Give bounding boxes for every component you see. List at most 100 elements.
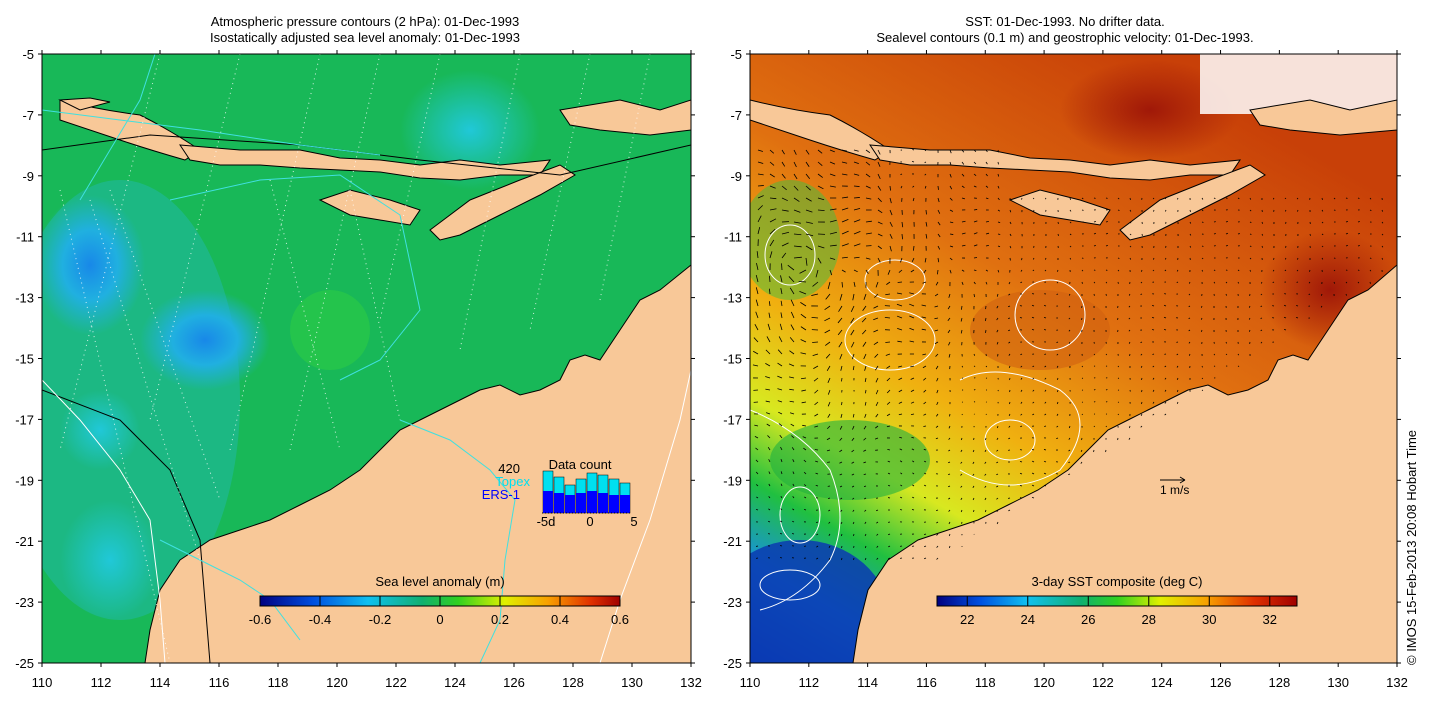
velocity-arrow [973,509,975,513]
velocity-arrow [853,256,860,259]
sla-low-central [140,290,270,390]
velocity-arrow [1284,197,1287,200]
velocity-arrow [1177,197,1179,200]
velocity-arrow [1272,197,1275,200]
velocity-arrow [1044,365,1047,368]
velocity-arrow [1164,377,1167,380]
velocity-arrow [1357,245,1360,247]
lon-tick-label: 118 [268,675,289,690]
velocity-arrow [1296,317,1299,319]
velocity-arrow [1081,269,1084,272]
velocity-arrow [814,413,819,417]
velocity-arrow [777,349,783,355]
velocity-arrow [850,305,855,312]
velocity-arrow [1369,269,1372,272]
velocity-arrow [853,219,861,223]
velocity-arrow [973,281,976,285]
velocity-arrow [1032,377,1035,380]
velocity-arrow [1296,305,1299,307]
velocity-arrow [781,161,786,167]
velocity-arrow [789,350,795,355]
velocity-arrow [805,197,812,202]
velocity-arrow [925,233,928,239]
velocity-arrow [793,221,802,224]
velocity-arrow [817,257,822,264]
velocity-arrow [1068,317,1071,320]
velocity-arrow [996,329,999,333]
velocity-arrow [896,315,903,319]
velocity-arrow [766,423,771,427]
velocity-arrow [912,197,915,202]
velocity-arrow [912,472,915,475]
velocity-arrow [1164,413,1167,416]
velocity-arrow [864,545,867,549]
velocity-arrow [936,533,939,536]
lat-tick-label: -15 [723,352,742,367]
velocity-arrow [841,196,849,199]
velocity-arrow [1141,401,1143,405]
velocity-arrow [1164,365,1167,368]
velocity-arrow [924,173,927,176]
velocity-arrow [898,389,903,393]
velocity-arrow [875,281,879,288]
velocity-arrow [839,485,843,488]
velocity-arrow [1009,209,1012,213]
velocity-arrow [780,300,783,307]
lon-tick-label: 130 [621,675,643,690]
velocity-arrow [996,437,999,440]
velocity-arrow [802,424,807,427]
timor-island [429,164,576,241]
velocity-arrow [769,208,777,211]
velocity-arrow [937,197,940,203]
velocity-arrow [937,245,941,250]
velocity-arrow [972,473,975,476]
velocity-arrow [768,496,771,499]
lat-tick-label: -5 [22,47,34,62]
velocity-arrow [886,425,891,428]
velocity-arrow [873,341,879,346]
velocity-arrow [865,161,871,166]
velocity-arrow [1284,269,1287,272]
velocity-arrow [947,329,951,334]
velocity-arrow [1152,257,1155,260]
velocity-arrow [911,509,915,511]
velocity-arrow [996,521,999,525]
velocity-arrow [948,533,951,537]
velocity-arrow [886,281,891,285]
velocity-arrow [925,221,928,227]
velocity-arrow [864,509,867,512]
velocity-arrow [861,329,867,335]
velocity-arrow [1249,209,1252,212]
velocity-arrow [769,197,777,200]
velocity-arrow [1141,377,1143,381]
velocity-arrow [793,245,802,248]
velocity-arrow [973,293,975,298]
velocity-arrow [1248,317,1251,320]
velocity-arrow [1069,245,1072,248]
velocity-arrow [1128,305,1131,308]
velocity-arrow [828,545,831,549]
velocity-arrow [789,400,795,403]
velocity-arrow [973,173,977,177]
velocity-arrow [1140,353,1143,356]
velocity-arrow [780,275,783,283]
velocity-arrow [1152,389,1155,392]
velocity-arrow [1020,425,1023,428]
velocity-arrow [815,269,819,278]
velocity-arrow [923,377,927,381]
inset-tick-start: -5d [537,514,556,529]
velocity-arrow [1080,461,1083,464]
inset-ers-bar [543,491,553,513]
velocity-arrow [1283,316,1287,319]
velocity-arrow [985,269,989,272]
velocity-arrow [876,533,879,536]
colorbar-tick-label: -0.6 [249,612,271,627]
velocity-arrow [1213,233,1216,235]
lat-tick-label: -23 [723,595,742,610]
velocity-arrow [1140,365,1143,368]
colorbar-tick-label: 0.6 [611,612,629,627]
velocity-arrow [1296,197,1299,200]
velocity-arrow [985,437,987,441]
sst-tick-label: 26 [1081,612,1095,627]
velocity-arrow [1225,221,1228,223]
